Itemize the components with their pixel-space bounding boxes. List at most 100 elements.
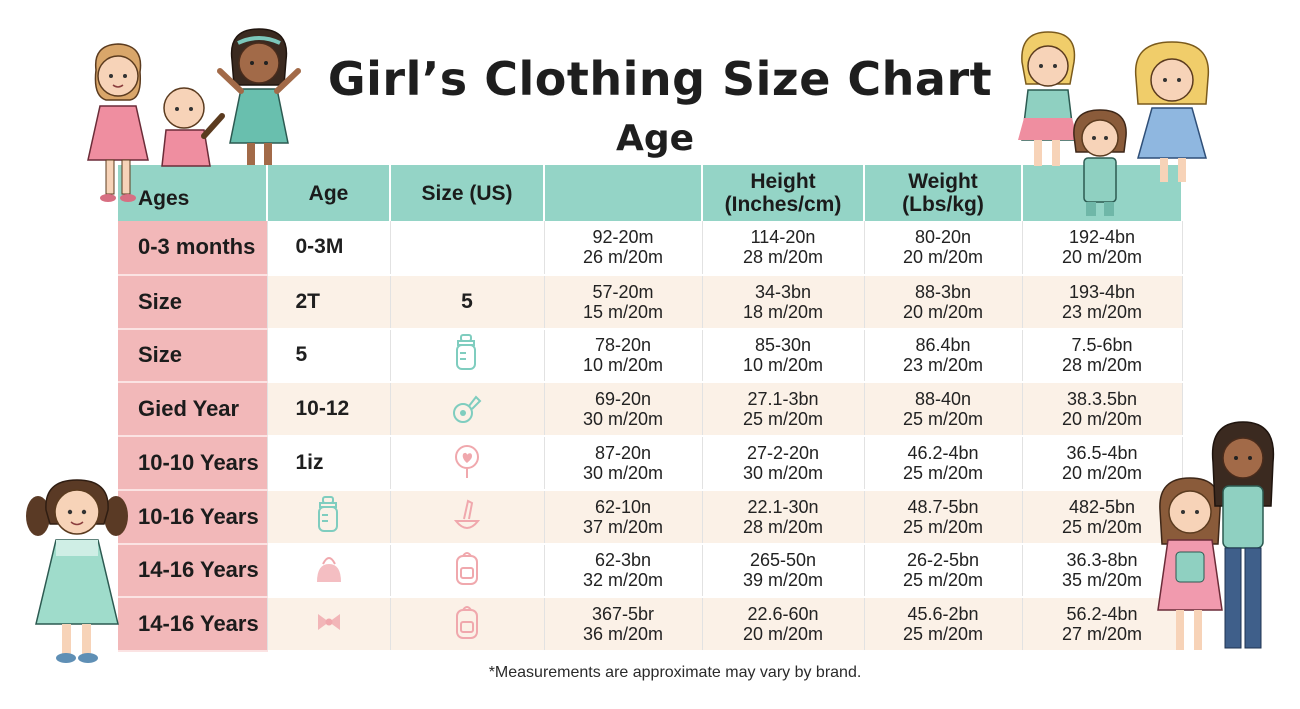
size-chart-table: Ages Age Size (US) Height (Inches/cm) We… [118, 165, 1183, 652]
table-row: Gied Year 10-12 69-20n 30 m/20m 27.1-3bn 25 m… [118, 382, 1183, 437]
size-icon-cell [390, 597, 545, 652]
table-row: Size 2T 5 57-20m 15 m/20m 34-3bn 18 m/20m 88-3b… [118, 274, 1183, 330]
measurement-line-1: 36.3-8bn [1066, 550, 1138, 571]
header-age: Age [267, 165, 391, 221]
measurement-line-1: 56.2-4bn [1066, 604, 1138, 625]
measurement-line-1: 87-20n [594, 442, 652, 463]
age-cell: 0-3M [267, 221, 391, 276]
measurement-line-1: 45.6-2bn [907, 604, 979, 625]
measurement-line-2: 25 m/20m [902, 570, 984, 591]
measurement-cell: 192-4bn 20 m/20m [1022, 221, 1183, 276]
backpack-icon [450, 602, 484, 646]
chart-title: Girl’s Clothing Size Chart [327, 52, 993, 106]
baby-bottle-icon [312, 495, 346, 539]
measurement-line-2: 36 m/20m [582, 624, 664, 645]
measurement-line-2: 18 m/20m [742, 301, 824, 322]
footnote: *Measurements are approximate may vary b… [488, 664, 862, 681]
measurement-line-1: 88-3bn [914, 281, 972, 302]
measurement-line-1: 367-5br [591, 604, 655, 625]
measurement-line-1: 22.1-30n [747, 496, 819, 517]
measurement-cell: 26-2-5bn 25 m/20m [864, 543, 1023, 599]
size-icon-cell [390, 221, 545, 276]
measurement-line-2: 25 m/20m [742, 409, 824, 430]
header-size-us: Size (US) [390, 165, 545, 221]
age-label-cell: 14-16 Years [118, 543, 268, 599]
measurement-cell: 114-20n 28 m/20m [702, 221, 865, 276]
measurement-cell: 88-3bn 20 m/20m [864, 274, 1023, 330]
measurement-cell: 48.7-5bn 25 m/20m [864, 489, 1023, 545]
measurement-line-1: 192-4bn [1068, 227, 1136, 248]
age-cell: 10-12 [267, 382, 391, 437]
measurement-cell: 69-20n 30 m/20m [544, 382, 703, 437]
measurement-cell: 86.4bn 23 m/20m [864, 328, 1023, 384]
age-label-cell: 0-3 months [118, 221, 268, 276]
measurement-cell: 367-5br 36 m/20m [544, 597, 703, 652]
measurement-line-1: 92-20m [592, 227, 654, 248]
measurement-cell: 80-20n 20 m/20m [864, 221, 1023, 276]
measurement-cell: 27.1-3bn 25 m/20m [702, 382, 865, 437]
measurement-line-1: 86.4bn [915, 335, 971, 356]
measurement-cell: 78-20n 10 m/20m [544, 328, 703, 384]
measurement-line-1: 38.3.5bn [1066, 389, 1138, 410]
table-row: 14-16 Years 62-3bn 32 m/20m 265-50n 39 m/20m… [118, 543, 1183, 599]
age-label-cell: Size [118, 274, 268, 330]
age-label-cell: Size [118, 328, 268, 384]
measurement-cell: 482-5bn 25 m/20m [1022, 489, 1183, 545]
measurement-line-1: 62-3bn [594, 550, 652, 571]
table-row: 10-16 Years 62-10n 37 m/20m 22.1-30n 28 m/20… [118, 489, 1183, 545]
header-weight-line1: Weight [908, 170, 978, 193]
size-cell: 5 [390, 274, 545, 330]
measurement-cell: 22.1-30n 28 m/20m [702, 489, 865, 545]
handbag-icon [312, 548, 346, 592]
measurement-line-2: 20 m/20m [1061, 462, 1143, 483]
measurement-line-1: 48.7-5bn [907, 496, 979, 517]
heart-toy-icon [450, 441, 484, 485]
measurement-line-1: 27.1-3bn [747, 389, 819, 410]
measurement-line-2: 30 m/20m [582, 409, 664, 430]
measurement-line-2: 27 m/20m [1061, 624, 1143, 645]
age-cell: 5 [267, 328, 391, 384]
measurement-cell: 88-40n 25 m/20m [864, 382, 1023, 437]
header-height-line1: Height [750, 170, 816, 193]
measurement-line-1: 27-2-20n [746, 442, 820, 463]
measurement-line-1: 80-20n [914, 227, 972, 248]
table-row: 10-10 Years 1iz 87-20n 30 m/20m 27-2-20n 30 m… [118, 436, 1183, 491]
measurement-line-1: 265-50n [749, 550, 817, 571]
measurement-line-2: 20 m/20m [902, 301, 984, 322]
size-icon-cell [390, 436, 545, 491]
measurement-line-1: 69-20n [594, 389, 652, 410]
measurement-line-1: 482-5bn [1068, 496, 1136, 517]
table-row: 0-3 months 0-3M 92-20m 26 m/20m 114-20n 28 m/… [118, 221, 1183, 276]
girl-pigtails-teal-overalls-illustration [1073, 109, 1127, 216]
age-cell: 1iz [267, 436, 391, 491]
measurement-line-1: 114-20n [750, 227, 816, 248]
table-header-row: Ages Age Size (US) Height (Inches/cm) We… [118, 165, 1183, 221]
measurement-line-2: 25 m/20m [902, 409, 984, 430]
measurement-line-2: 25 m/20m [902, 624, 984, 645]
size-icon-cell [390, 489, 545, 545]
measurement-cell: 57-20m 15 m/20m [544, 274, 703, 330]
measurement-line-2: 25 m/20m [902, 516, 984, 537]
measurement-line-1: 62-10n [594, 496, 652, 517]
bow-icon [312, 602, 346, 646]
baby-bottle-icon [450, 333, 484, 377]
girl-blonde-pink-dress-illustration [87, 43, 149, 202]
age-label-cell: Gied Year [118, 382, 268, 437]
measurement-line-2: 25 m/20m [1061, 516, 1143, 537]
measurement-line-1: 88-40n [914, 389, 972, 410]
backpack-icon [450, 548, 484, 592]
toy-icon [450, 495, 484, 539]
measurement-cell: 45.6-2bn 25 m/20m [864, 597, 1023, 652]
measurement-line-2: 20 m/20m [742, 624, 824, 645]
header-weight: Weight (Lbs/kg) [864, 165, 1023, 221]
measurement-cell: 36.3-8bn 35 m/20m [1022, 543, 1183, 599]
age-cell: 2T [267, 274, 391, 330]
age-icon-cell [267, 489, 391, 545]
rattle-icon [450, 387, 484, 431]
size-icon-cell [390, 382, 545, 437]
header-height-line2: (Inches/cm) [724, 193, 842, 216]
measurement-line-2: 30 m/20m [582, 462, 664, 483]
table-row: 14-16 Years 367-5br 36 m/20m 22.6-60n 20 m/2… [118, 597, 1183, 652]
measurement-line-2: 20 m/20m [1061, 409, 1143, 430]
measurement-line-2: 39 m/20m [742, 570, 824, 591]
